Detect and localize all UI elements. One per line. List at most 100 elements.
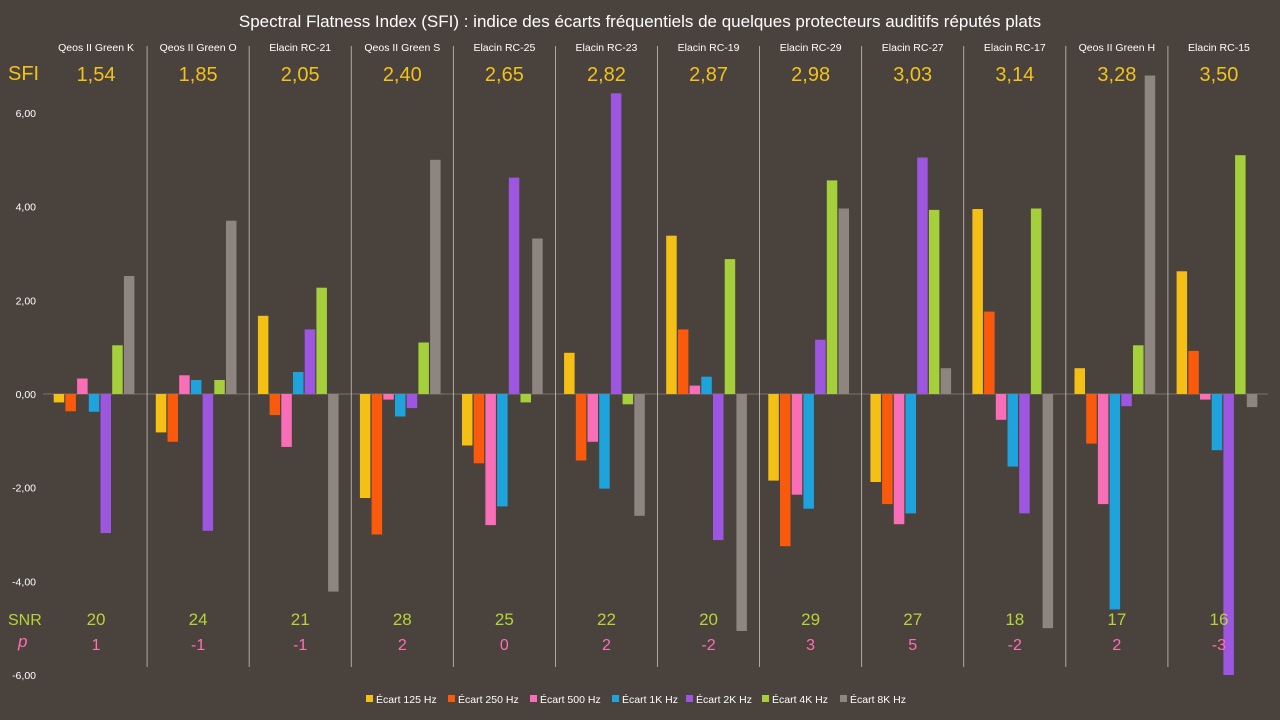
bar	[826, 180, 838, 394]
bar	[724, 259, 736, 394]
legend-swatch	[840, 695, 847, 702]
p-value: 1	[92, 637, 101, 654]
legend-swatch	[530, 695, 537, 702]
sfi-value: 3,50	[1199, 64, 1238, 86]
bar	[928, 209, 940, 394]
y-tick-label: -4,00	[12, 576, 36, 588]
snr-value: 29	[801, 610, 820, 629]
bar	[1235, 155, 1246, 394]
legend-item: Écart 8K Hz	[840, 693, 906, 706]
bar	[972, 209, 983, 394]
snr-value: 22	[597, 610, 616, 629]
bar	[359, 394, 371, 498]
snr-value: 20	[699, 610, 718, 629]
category-label: Elacin RC-25	[473, 42, 535, 54]
bar	[1211, 394, 1223, 451]
legend-label: Écart 2K Hz	[696, 693, 752, 706]
legend-item: Écart 2K Hz	[686, 693, 752, 706]
category-footers: 20124-121-128225022220-229327518-217216-…	[87, 610, 1229, 654]
bar	[780, 394, 791, 547]
bar	[917, 157, 928, 394]
y-tick-label: 2,00	[16, 295, 37, 307]
legend-label: Écart 250 Hz	[458, 693, 519, 706]
bar	[995, 394, 1007, 420]
bar	[564, 352, 575, 394]
sfi-value: 2,87	[689, 64, 728, 86]
sfi-value: 3,14	[995, 64, 1034, 86]
legend-item: Écart 125 Hz	[366, 693, 437, 706]
category-label: Elacin RC-27	[882, 42, 944, 54]
bar	[190, 380, 202, 394]
sfi-value: 3,03	[893, 64, 932, 86]
legend-swatch	[612, 695, 619, 702]
y-tick-label: 4,00	[16, 202, 37, 214]
snr-value: 28	[393, 610, 412, 629]
bar	[1086, 394, 1097, 444]
sfi-value: 2,98	[791, 64, 830, 86]
legend-swatch	[686, 695, 693, 702]
sfi-value: 2,40	[383, 64, 422, 86]
bar	[736, 394, 747, 631]
p-value: 2	[1112, 637, 1121, 654]
legend-item: Écart 500 Hz	[530, 693, 601, 706]
bar	[88, 394, 100, 412]
bar	[520, 394, 531, 403]
chart-title: Spectral Flatness Index (SFI) : indice d…	[239, 12, 1041, 31]
p-value: 0	[500, 637, 509, 654]
bar	[666, 235, 677, 394]
bar	[65, 394, 76, 412]
bar	[689, 385, 701, 394]
category-label: Elacin RC-21	[269, 42, 331, 54]
bar	[418, 342, 429, 394]
bar	[587, 394, 598, 442]
p-value: -2	[1008, 637, 1022, 654]
bar	[430, 159, 441, 394]
y-tick-label: -2,00	[12, 483, 36, 495]
bar	[462, 394, 473, 446]
legend-swatch	[366, 695, 373, 702]
p-value: -2	[701, 637, 715, 654]
bar	[1200, 394, 1211, 400]
bar	[328, 394, 339, 592]
sfi-value: 1,54	[77, 64, 116, 86]
category-label: Elacin RC-15	[1188, 42, 1250, 54]
bar	[893, 394, 905, 525]
y-tick-label: 0,00	[16, 389, 37, 401]
bar	[905, 394, 916, 514]
bar	[167, 394, 178, 442]
bar	[53, 394, 65, 403]
bar	[1109, 394, 1121, 610]
bar	[1188, 350, 1199, 394]
bar	[100, 394, 111, 534]
category-label: Elacin RC-17	[984, 42, 1046, 54]
category-label: Qeos II Green K	[58, 42, 134, 54]
bar	[532, 238, 543, 394]
sfi-value: 1,85	[179, 64, 218, 86]
group-separators	[146, 46, 1169, 667]
legend-label: Écart 1K Hz	[622, 693, 678, 706]
y-tick-label: 6,00	[16, 108, 37, 120]
p-row-label: p	[17, 632, 27, 651]
y-tick-label: -6,00	[12, 670, 36, 682]
bar	[634, 394, 645, 516]
bar	[803, 394, 814, 509]
bar	[1223, 394, 1234, 675]
bar	[214, 380, 225, 394]
snr-row-label: SNR	[8, 612, 42, 629]
category-headers: Qeos II Green K 1,54 Qeos II Green O 1,85 El…	[58, 42, 1250, 86]
bar	[316, 287, 327, 394]
legend-swatch	[762, 695, 769, 702]
bar	[713, 394, 724, 541]
bar	[575, 394, 587, 461]
p-value: 2	[602, 637, 611, 654]
bar	[123, 276, 135, 394]
sfi-row-label: SFI	[8, 63, 39, 85]
bar	[395, 394, 406, 417]
bar	[112, 345, 123, 394]
sfi-value: 2,05	[281, 64, 320, 86]
bar	[226, 220, 237, 394]
bar	[202, 394, 214, 531]
p-value: -1	[191, 637, 205, 654]
bar	[815, 339, 826, 394]
snr-value: 27	[903, 610, 922, 629]
